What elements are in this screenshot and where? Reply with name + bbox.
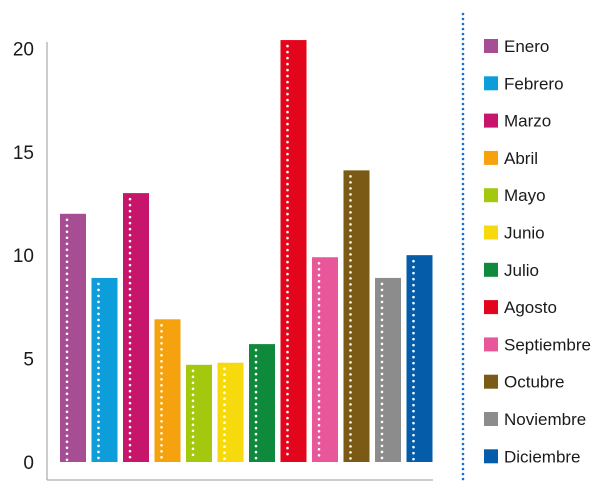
y-tick-label: 0 — [23, 453, 34, 474]
bar — [123, 193, 149, 462]
bar — [375, 277, 401, 462]
legend-item-diciembre: Diciembre — [484, 447, 581, 466]
bar-octubre — [343, 170, 370, 462]
bar — [186, 364, 212, 462]
bar — [280, 40, 307, 462]
bar-mayo — [186, 364, 212, 462]
legend-swatch — [484, 262, 498, 277]
legend-swatch — [484, 39, 498, 53]
legend-item-julio: Julio — [484, 261, 539, 280]
legend-item-enero: Enero — [484, 37, 549, 56]
bar-abril — [154, 319, 181, 462]
legend-item-noviembre: Noviembre — [484, 410, 586, 429]
bar-febrero — [91, 277, 118, 462]
bar — [217, 362, 244, 462]
bar — [312, 257, 338, 462]
legend-swatch — [484, 337, 498, 352]
legend-item-mayo: Mayo — [484, 186, 546, 205]
bar-junio — [217, 362, 244, 462]
legend-swatch — [484, 449, 498, 464]
legend-label: Mayo — [504, 186, 546, 205]
bar — [60, 213, 86, 462]
bar — [249, 344, 275, 462]
legend-item-septiembre: Septiembre — [484, 335, 591, 354]
y-tick-label: 20 — [13, 39, 34, 60]
legend-label: Diciembre — [504, 447, 581, 466]
legend-label: Noviembre — [504, 410, 586, 429]
legend: Enero Febrero Marzo Abril Mayo Junio Julio Agos… — [461, 12, 591, 482]
legend-swatch — [484, 150, 498, 165]
bar-diciembre — [406, 255, 433, 462]
bars — [60, 40, 433, 462]
bar-marzo — [123, 193, 149, 462]
bar — [343, 170, 370, 462]
bar-julio — [249, 344, 275, 462]
legend-label: Abril — [504, 149, 538, 168]
legend-swatch — [484, 225, 498, 240]
legend-label: Junio — [504, 224, 545, 243]
legend-swatch — [484, 76, 498, 91]
legend-swatch — [484, 300, 498, 315]
y-axis: 0 5 10 15 20 — [13, 39, 433, 481]
bar — [154, 319, 181, 462]
y-tick-label: 15 — [13, 143, 34, 164]
y-tick-label: 5 — [23, 350, 34, 371]
legend-item-febrero: Febrero — [484, 74, 564, 93]
legend-item-agosto: Agosto — [484, 298, 557, 317]
legend-label: Octubre — [504, 373, 564, 392]
legend-item-octubre: Octubre — [484, 373, 564, 392]
legend-item-junio: Junio — [484, 224, 545, 243]
legend-item-marzo: Marzo — [484, 112, 551, 131]
legend-swatch — [484, 113, 498, 128]
legend-swatch — [484, 374, 498, 389]
bar — [406, 255, 433, 462]
legend-label: Febrero — [504, 74, 564, 93]
bar — [91, 277, 118, 462]
bar-septiembre — [312, 257, 338, 462]
legend-label: Enero — [504, 37, 549, 56]
legend-label: Marzo — [504, 112, 551, 131]
legend-item-abril: Abril — [484, 149, 538, 168]
legend-label: Agosto — [504, 298, 557, 317]
y-tick-label: 10 — [13, 246, 34, 267]
bar-agosto — [280, 40, 307, 462]
legend-swatch — [484, 412, 498, 426]
bar-enero — [60, 213, 86, 462]
legend-swatch — [484, 188, 498, 203]
legend-label: Septiembre — [504, 335, 591, 354]
bar-noviembre — [375, 277, 401, 462]
legend-label: Julio — [504, 261, 539, 280]
